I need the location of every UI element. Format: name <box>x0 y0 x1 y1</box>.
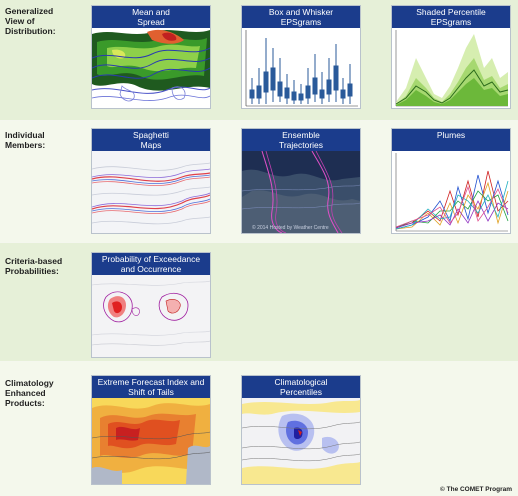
card-trajectories[interactable]: Ensemble Trajectories © 2014 Hosted by W… <box>241 128 361 234</box>
efi-map-thumbnail <box>92 398 210 484</box>
card-efi[interactable]: Extreme Forecast Index and Shift of Tail… <box>91 375 211 485</box>
card-title: Climatological Percentiles <box>242 376 360 398</box>
card-exceedance[interactable]: Probability of Exceedance and Occurrence <box>91 252 211 358</box>
card-plumes[interactable]: Plumes <box>391 128 511 234</box>
card-title: Extreme Forecast Index and Shift of Tail… <box>92 376 210 398</box>
exceedance-map-thumbnail <box>92 275 210 357</box>
row-label-distribution: Generalized View of Distribution: <box>5 6 56 36</box>
card-shaded-percentile[interactable]: Shaded Percentile EPSgrams <box>391 5 511 109</box>
card-title: Spaghetti Maps <box>92 129 210 151</box>
plumes-thumbnail <box>392 151 510 233</box>
copyright-notice: © The COMET Program <box>440 486 512 493</box>
row-label-climatology: Climatology Enhanced Products: <box>5 378 54 408</box>
trajectories-map-thumbnail: © 2014 Hosted by Weather Centre <box>242 151 360 233</box>
mean-spread-map-thumbnail <box>92 28 210 108</box>
card-title: Shaded Percentile EPSgrams <box>392 6 510 28</box>
card-spaghetti[interactable]: Spaghetti Maps <box>91 128 211 234</box>
card-title: Plumes <box>392 129 510 151</box>
card-title: Probability of Exceedance and Occurrence <box>92 253 210 275</box>
trajectories-watermark: © 2014 Hosted by Weather Centre <box>252 224 329 231</box>
box-whisker-thumbnail <box>242 28 360 108</box>
card-box-whisker[interactable]: Box and Whisker EPSgrams <box>241 5 361 109</box>
card-mean-spread[interactable]: Mean and Spread <box>91 5 211 109</box>
card-climatological-percentiles[interactable]: Climatological Percentiles <box>241 375 361 485</box>
spaghetti-map-thumbnail <box>92 151 210 233</box>
row-label-criteria-probabilities: Criteria-based Probabilities: <box>5 256 63 276</box>
clim-percentiles-map-thumbnail <box>242 398 360 484</box>
shaded-percentile-thumbnail <box>392 28 510 108</box>
row-criteria-probabilities <box>0 243 518 361</box>
card-title: Box and Whisker EPSgrams <box>242 6 360 28</box>
card-title: Ensemble Trajectories <box>242 129 360 151</box>
card-title: Mean and Spread <box>92 6 210 28</box>
row-label-individual-members: Individual Members: <box>5 130 46 150</box>
